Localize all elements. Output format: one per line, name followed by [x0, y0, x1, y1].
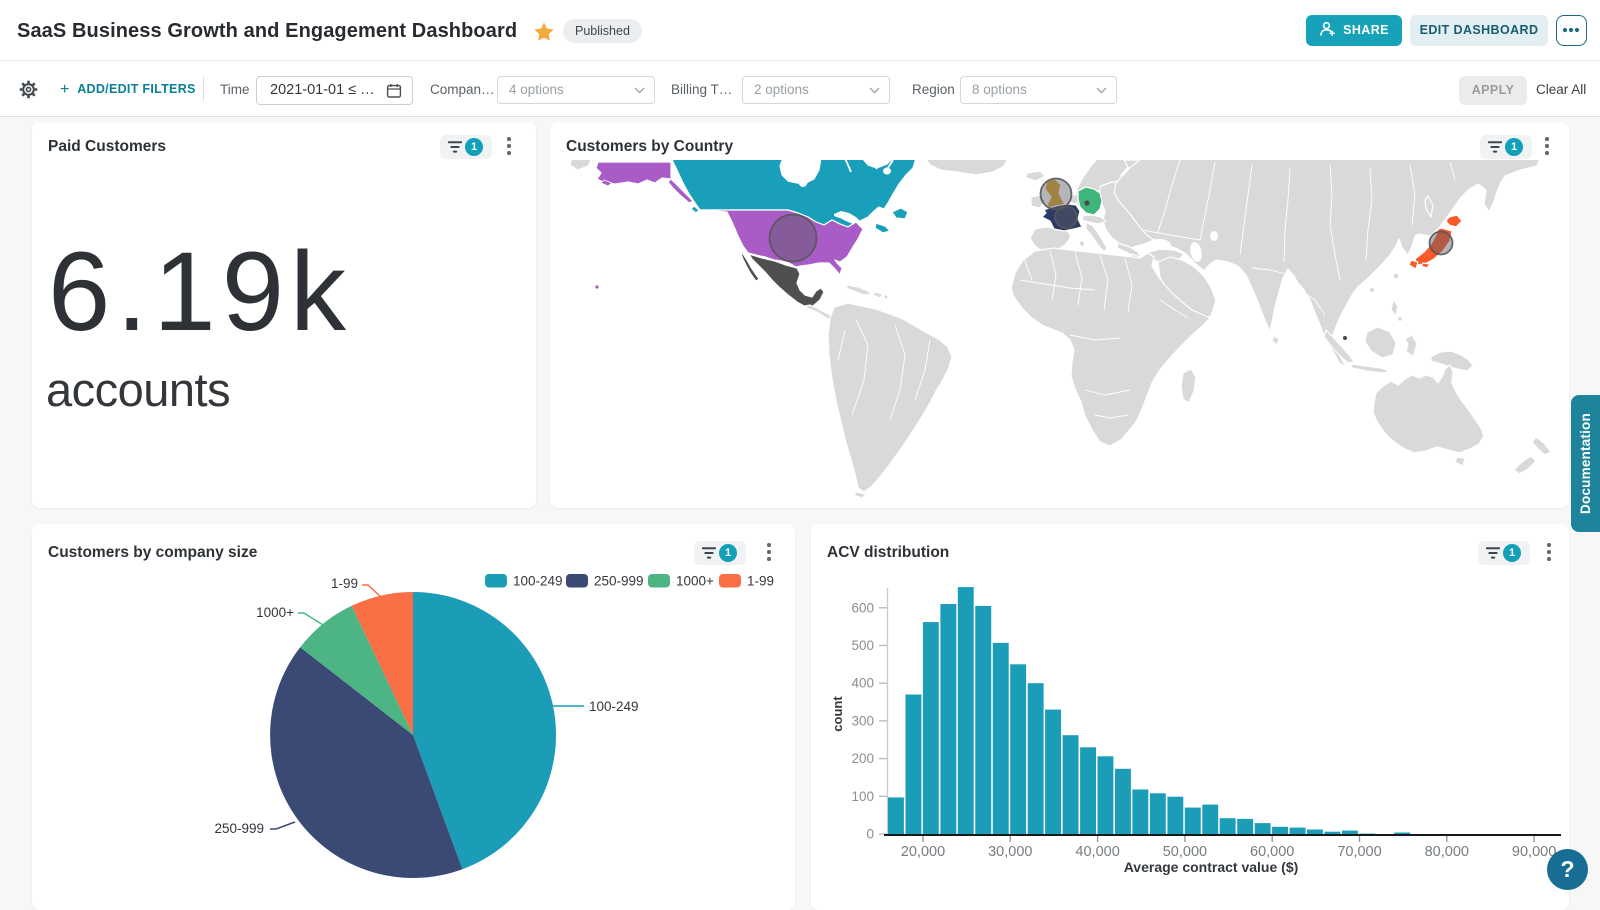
- svg-text:500: 500: [851, 638, 874, 653]
- svg-text:100: 100: [851, 789, 874, 804]
- svg-text:250-999: 250-999: [214, 821, 264, 836]
- svg-text:70,000: 70,000: [1337, 844, 1381, 860]
- svg-text:20,000: 20,000: [901, 844, 945, 860]
- svg-text:250-999: 250-999: [594, 574, 644, 589]
- svg-text:30,000: 30,000: [988, 844, 1032, 860]
- svg-text:400: 400: [851, 676, 874, 691]
- svg-text:300: 300: [851, 713, 874, 728]
- svg-text:1-99: 1-99: [331, 576, 358, 591]
- svg-text:60,000: 60,000: [1250, 844, 1294, 860]
- svg-text:0: 0: [866, 827, 874, 842]
- svg-text:40,000: 40,000: [1075, 844, 1119, 860]
- svg-text:100-249: 100-249: [513, 574, 563, 589]
- svg-text:1000+: 1000+: [676, 574, 714, 589]
- svg-text:200: 200: [851, 751, 874, 766]
- svg-text:600: 600: [851, 600, 874, 615]
- svg-text:Average contract value ($): Average contract value ($): [1124, 859, 1299, 875]
- svg-text:50,000: 50,000: [1163, 844, 1207, 860]
- svg-text:80,000: 80,000: [1425, 844, 1469, 860]
- svg-text:1000+: 1000+: [256, 605, 294, 620]
- svg-text:1-99: 1-99: [747, 574, 774, 589]
- svg-text:count: count: [830, 696, 845, 732]
- svg-text:100-249: 100-249: [589, 699, 639, 714]
